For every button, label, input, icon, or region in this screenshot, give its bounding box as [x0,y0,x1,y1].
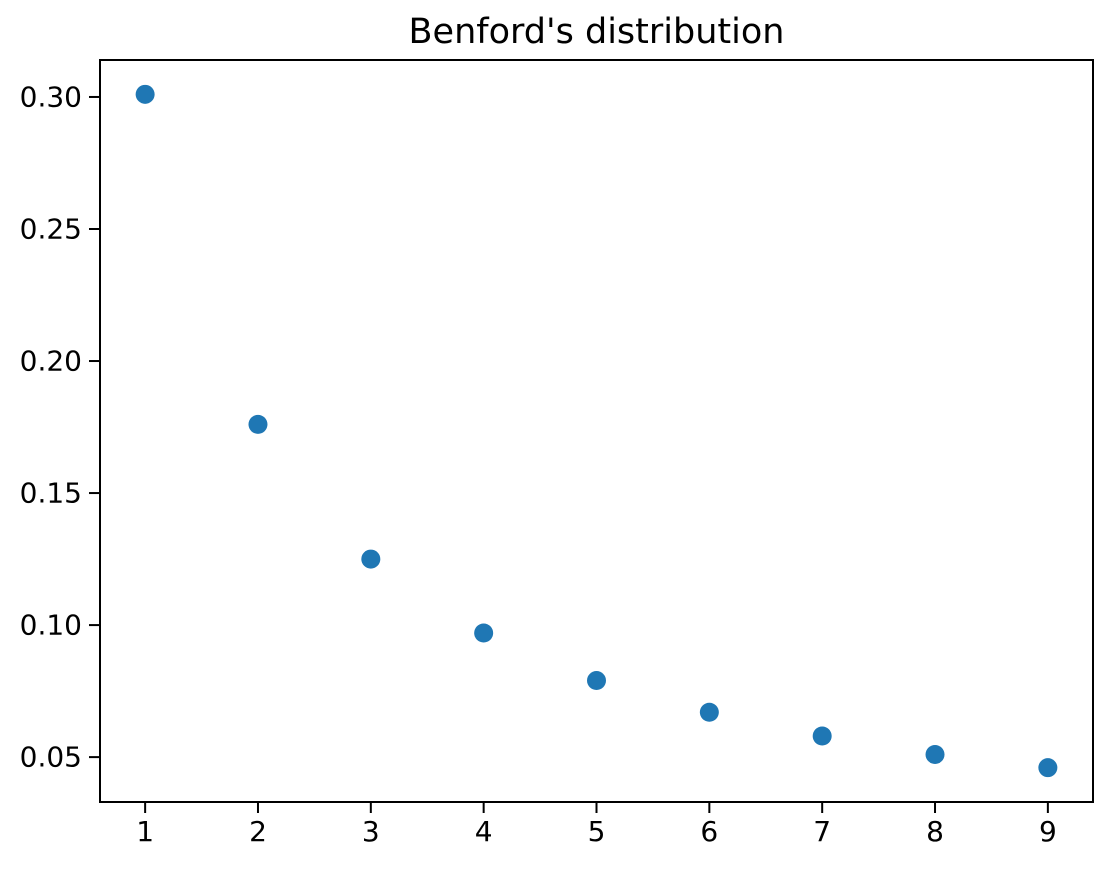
data-point [474,623,494,643]
x-tick-label: 5 [588,815,606,848]
y-tick-label: 0.15 [20,477,82,510]
plot-border [99,59,1094,803]
data-point [812,726,832,746]
y-tick-label: 0.10 [20,609,82,642]
x-tick-label: 2 [249,815,267,848]
data-point [699,702,719,722]
x-tick-label: 9 [1039,815,1057,848]
y-tick-label: 0.25 [20,212,82,245]
data-point [135,84,155,104]
y-tick-label: 0.05 [20,741,82,774]
x-tick-label: 4 [475,815,493,848]
y-tick-label: 0.20 [20,345,82,378]
x-tick-label: 3 [362,815,380,848]
data-point [1038,758,1058,778]
x-tick-label: 7 [813,815,831,848]
data-point [248,414,268,434]
x-tick-label: 6 [700,815,718,848]
y-tick-label: 0.30 [20,80,82,113]
x-tick-label: 8 [926,815,944,848]
x-tick-label: 1 [136,815,154,848]
data-point [361,549,381,569]
data-point [587,671,606,691]
data-point [925,744,945,764]
chart-title: Benford's distribution [408,12,785,52]
